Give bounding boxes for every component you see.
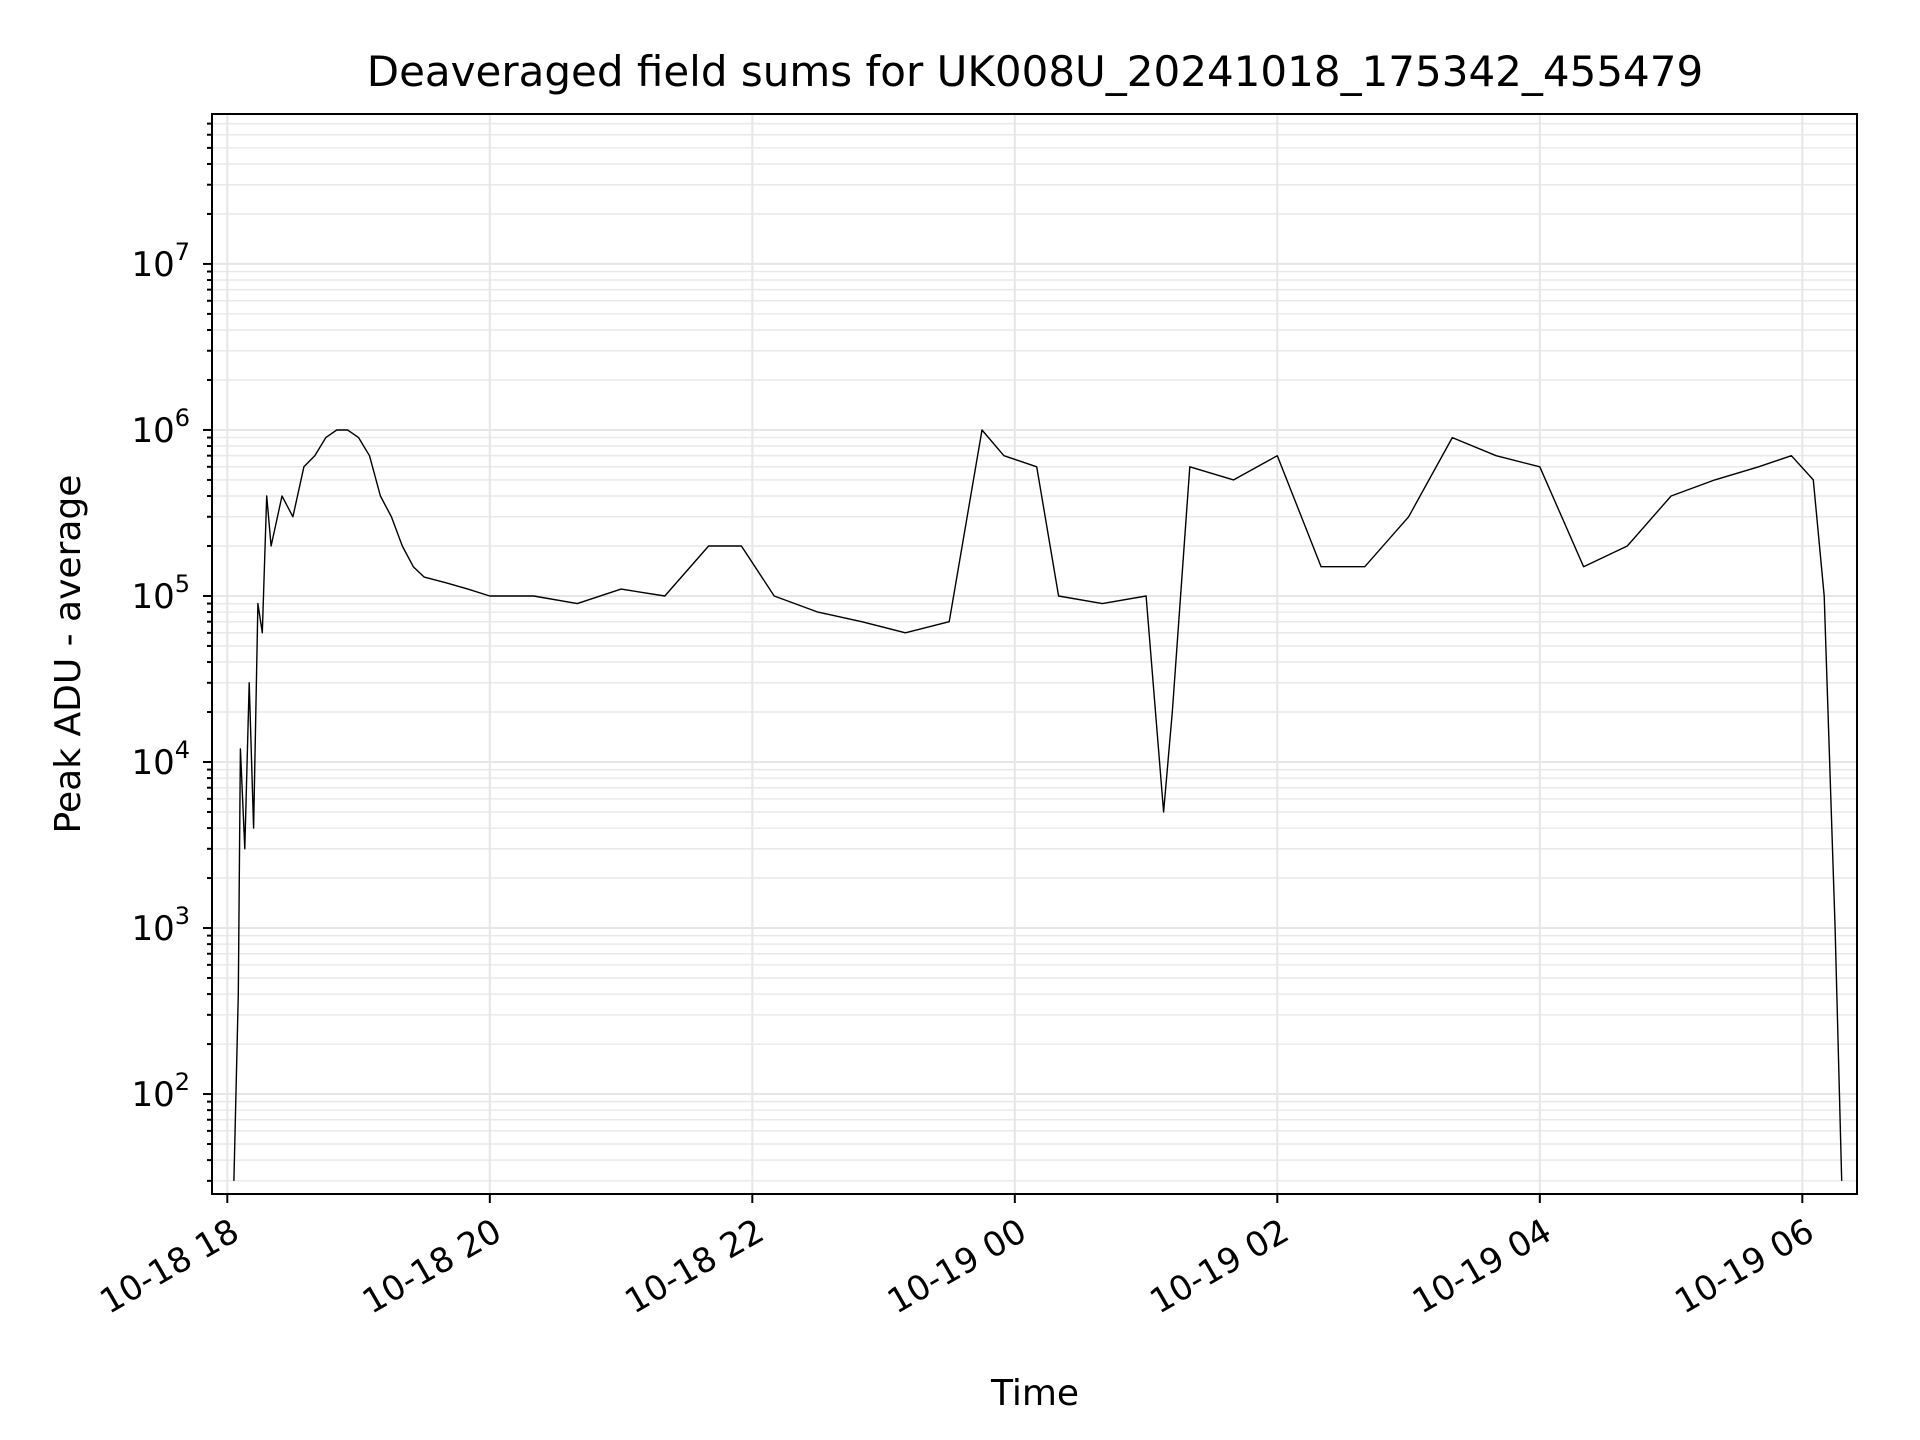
y-axis-label: Peak ADU - average xyxy=(48,475,89,834)
grid xyxy=(212,114,1857,1194)
x-tick-label: 10-19 04 xyxy=(1406,1211,1558,1322)
x-tick-label: 10-19 02 xyxy=(1143,1211,1295,1322)
x-tick-label: 10-18 22 xyxy=(618,1211,770,1322)
x-tick-label: 10-19 06 xyxy=(1668,1211,1820,1322)
plot-frame xyxy=(211,113,1858,1195)
y-tick-label: 105 xyxy=(131,570,190,617)
x-tick-label: 10-18 20 xyxy=(356,1211,508,1322)
y-tick-label: 103 xyxy=(131,902,190,949)
y-tick-label: 106 xyxy=(131,404,190,451)
x-tick-label: 10-18 18 xyxy=(93,1211,245,1322)
chart-title: Deaveraged field sums for UK008U_2024101… xyxy=(367,47,1703,96)
y-tick-label: 104 xyxy=(131,736,190,783)
y-axis: 102 103 104 105 106 107 xyxy=(131,122,212,1182)
series-line xyxy=(233,429,1843,1181)
x-axis-label: Time xyxy=(990,1373,1079,1414)
y-tick-label: 102 xyxy=(131,1068,190,1115)
x-tick-label: 10-19 00 xyxy=(881,1211,1033,1322)
series-layer xyxy=(233,429,1843,1181)
x-axis: 10-18 18 10-18 20 10-18 22 10-19 00 10-19 02… xyxy=(93,1194,1821,1322)
y-tick-label: 107 xyxy=(131,238,190,285)
